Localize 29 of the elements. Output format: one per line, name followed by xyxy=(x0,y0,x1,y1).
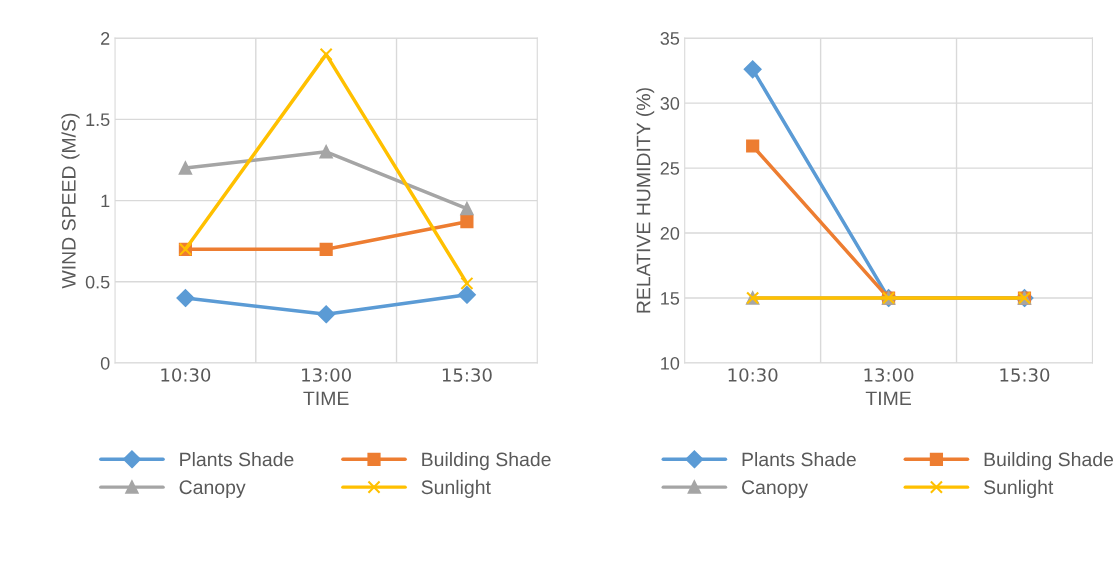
legend-label: Sunlight xyxy=(421,479,491,498)
x-tick-label: 15:30 xyxy=(1000,368,1050,382)
legend-label: Canopy xyxy=(179,480,246,498)
y-tick-label: 0 xyxy=(100,356,110,370)
legend-label: Plants Shade xyxy=(742,452,856,467)
y-tick-label: 1.5 xyxy=(86,113,110,127)
y-tick-label: 2 xyxy=(101,32,110,45)
y-tick-label: 20 xyxy=(660,227,680,240)
y-tick-label: 0.5 xyxy=(85,275,110,289)
y-tick-label: 35 xyxy=(660,32,680,45)
x-tick-label: 10:30 xyxy=(161,368,211,382)
legend-label: Plants Shade xyxy=(180,452,294,467)
y-tick-label: 1 xyxy=(101,194,110,208)
y-tick-label: 25 xyxy=(660,162,680,175)
legend-label: Building Shade xyxy=(984,452,1114,471)
y-tick-label: 15 xyxy=(661,292,680,305)
legend-label: Sunlight xyxy=(983,479,1054,498)
x-tick-label: 13:00 xyxy=(864,368,914,382)
y-tick-label: 30 xyxy=(660,97,680,110)
x-axis-title: TIME xyxy=(865,391,911,405)
x-tick-label: 15:30 xyxy=(442,368,492,382)
legend-label: Canopy xyxy=(742,480,809,498)
x-tick-label: 13:00 xyxy=(302,368,351,382)
x-tick-label: 10:30 xyxy=(728,368,778,382)
y-axis-title: RELATIVE HUMIDITY (%) xyxy=(636,88,655,313)
x-axis-title: TIME xyxy=(303,391,349,405)
legend-label: Building Shade xyxy=(422,452,551,471)
y-tick-label: 10 xyxy=(661,356,680,370)
y-axis-title: WIND SPEED (M/S) xyxy=(61,113,80,289)
